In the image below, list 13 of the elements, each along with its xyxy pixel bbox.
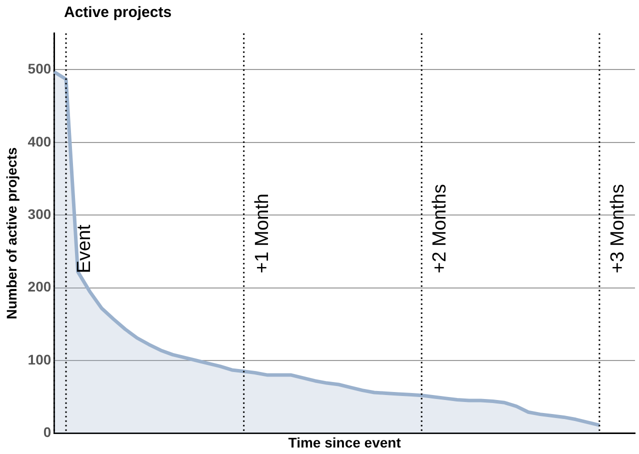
annotation: Event <box>74 224 96 274</box>
annotation: +1 Month <box>252 194 273 274</box>
y-tick-label: 100 <box>28 351 52 368</box>
y-axis-title: Number of active projects <box>3 147 20 320</box>
x-axis-title: Time since event <box>288 434 402 450</box>
y-tick-label: 400 <box>28 133 52 150</box>
annotation: +2 Months <box>430 184 451 274</box>
y-tick-label: 0 <box>43 424 52 440</box>
y-tick-label: 300 <box>28 206 52 222</box>
annotation: +3 Months <box>607 184 628 274</box>
chart-title: Active projects <box>64 4 172 21</box>
y-tick-label: 500 <box>28 60 52 77</box>
y-tick-label: 200 <box>28 278 52 295</box>
